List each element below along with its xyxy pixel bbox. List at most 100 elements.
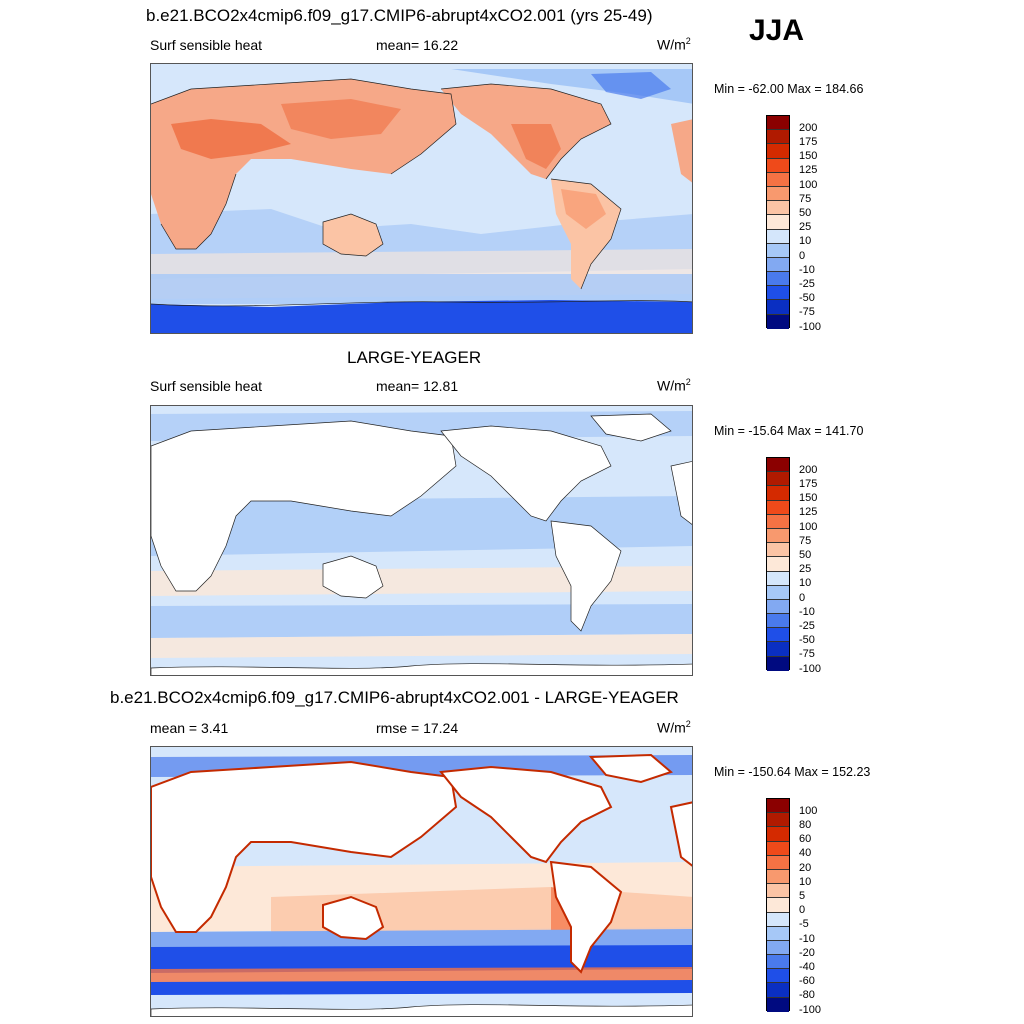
colorbar-tick-label: 100: [799, 520, 818, 533]
colorbar-tick-label: 10: [799, 875, 812, 888]
colorbar-swatch: [767, 172, 789, 187]
colorbar-swatch: [767, 130, 789, 145]
colorbar-swatch: [767, 571, 789, 586]
colorbar-tick-label: 100: [799, 178, 818, 191]
panel1-colorbar: [766, 115, 790, 329]
colorbar-swatch: [767, 813, 789, 828]
colorbar-tick-label: -25: [799, 277, 815, 290]
panel1-map: [150, 63, 693, 334]
colorbar-swatch: [767, 186, 789, 202]
colorbar-tick-label: 0: [799, 249, 806, 262]
panel2-variable-label: Surf sensible heat: [150, 378, 263, 394]
colorbar-swatch: [767, 926, 789, 941]
colorbar-swatch: [767, 272, 789, 287]
colorbar-tick-label: -50: [799, 634, 815, 647]
panel1-title: b.e21.BCO2x4cmip6.f09_g17.CMIP6-abrupt4x…: [146, 6, 653, 25]
season-label: JJA: [749, 14, 805, 47]
colorbar-tick-label: -100: [799, 1003, 822, 1016]
colorbar-tick-label: -40: [799, 960, 815, 973]
colorbar-swatch: [767, 940, 789, 956]
colorbar-tick-label: -10: [799, 605, 815, 618]
colorbar-swatch: [767, 912, 789, 927]
panel2-units: W/m2: [657, 377, 691, 394]
colorbar-tick-label: 0: [799, 591, 806, 604]
colorbar-swatch: [767, 614, 789, 629]
colorbar-swatch: [767, 116, 789, 131]
panel1-min-max: Min = -62.00 Max = 184.66: [714, 82, 864, 96]
panel2-map: [150, 405, 693, 676]
colorbar-swatch: [767, 799, 789, 814]
panel3-title: b.e21.BCO2x4cmip6.f09_g17.CMIP6-abrupt4x…: [110, 688, 679, 707]
colorbar-swatch: [767, 472, 789, 487]
panel2-title: LARGE-YEAGER: [347, 348, 482, 367]
panel3-units: W/m2: [657, 719, 691, 736]
panel3-min-max: Min = -150.64 Max = 152.23: [714, 765, 871, 779]
colorbar-tick-label: 125: [799, 506, 818, 519]
colorbar-tick-label: -10: [799, 932, 815, 945]
colorbar-swatch: [767, 314, 789, 329]
colorbar-tick-label: 10: [799, 577, 812, 590]
colorbar-tick-label: -20: [799, 946, 815, 959]
colorbar-tick-label: -100: [799, 320, 822, 333]
colorbar-tick-label: -10: [799, 263, 815, 276]
colorbar-tick-label: 80: [799, 818, 812, 831]
colorbar-tick-label: 40: [799, 847, 812, 860]
colorbar-swatch: [767, 514, 789, 529]
panel2-mean-label: mean= 12.81: [376, 378, 459, 394]
colorbar-swatch: [767, 898, 789, 913]
colorbar-tick-label: -75: [799, 306, 815, 319]
colorbar-swatch: [767, 201, 789, 216]
colorbar-swatch: [767, 543, 789, 558]
colorbar-tick-label: 150: [799, 492, 818, 505]
colorbar-swatch: [767, 215, 789, 230]
colorbar-swatch: [767, 458, 789, 473]
colorbar-swatch: [767, 500, 789, 515]
panel2-colorbar: [766, 457, 790, 671]
colorbar-swatch: [767, 827, 789, 842]
colorbar-tick-label: -80: [799, 989, 815, 1002]
colorbar-swatch: [767, 855, 789, 870]
panel3-colorbar: [766, 798, 790, 1012]
colorbar-swatch: [767, 599, 789, 615]
colorbar-swatch: [767, 841, 789, 856]
colorbar-tick-label: 20: [799, 861, 812, 874]
colorbar-swatch: [767, 286, 789, 301]
panel3-mean-label: mean = 3.41: [150, 720, 229, 736]
colorbar-tick-label: -5: [799, 918, 809, 931]
colorbar-swatch: [767, 997, 789, 1012]
colorbar-tick-label: 10: [799, 235, 812, 248]
colorbar-tick-label: 200: [799, 463, 818, 476]
colorbar-tick-label: 125: [799, 164, 818, 177]
colorbar-swatch: [767, 300, 789, 315]
colorbar-tick-label: 50: [799, 206, 812, 219]
colorbar-tick-label: 175: [799, 477, 818, 490]
colorbar-swatch: [767, 257, 789, 273]
panel3-map: [150, 746, 693, 1017]
panel3-rmse-label: rmse = 17.24: [376, 720, 459, 736]
colorbar-swatch: [767, 983, 789, 998]
colorbar-tick-label: 175: [799, 135, 818, 148]
colorbar-swatch: [767, 528, 789, 544]
panel2-min-max: Min = -15.64 Max = 141.70: [714, 424, 864, 438]
colorbar-swatch: [767, 158, 789, 173]
colorbar-swatch: [767, 144, 789, 159]
colorbar-swatch: [767, 486, 789, 501]
colorbar-tick-label: -75: [799, 648, 815, 661]
colorbar-tick-label: 75: [799, 192, 812, 205]
colorbar-tick-label: 0: [799, 904, 806, 917]
colorbar-tick-label: -60: [799, 975, 815, 988]
colorbar-swatch: [767, 628, 789, 643]
panel1-mean-label: mean= 16.22: [376, 37, 459, 53]
colorbar-swatch: [767, 869, 789, 885]
colorbar-swatch: [767, 557, 789, 572]
colorbar-tick-label: 150: [799, 150, 818, 163]
colorbar-tick-label: 100: [799, 804, 818, 817]
colorbar-swatch: [767, 229, 789, 244]
colorbar-tick-label: 5: [799, 889, 806, 902]
colorbar-tick-label: 200: [799, 121, 818, 134]
colorbar-swatch: [767, 884, 789, 899]
colorbar-swatch: [767, 969, 789, 984]
panel1-variable-label: Surf sensible heat: [150, 37, 263, 53]
colorbar-swatch: [767, 656, 789, 671]
colorbar-tick-label: 75: [799, 534, 812, 547]
